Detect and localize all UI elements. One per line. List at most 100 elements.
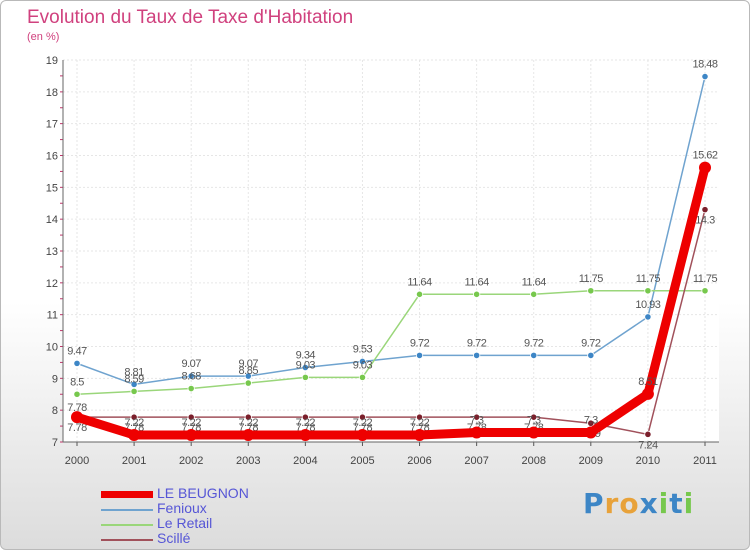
y-tick-label: 18 [46, 87, 58, 99]
legend-swatch-fenioux [101, 509, 153, 511]
data-point-scill- [244, 413, 252, 421]
data-label-fenioux: 9.07 [181, 358, 201, 370]
x-tick-label: 2006 [407, 455, 431, 467]
data-point-le-retail [301, 373, 309, 381]
logo-letter: i [658, 487, 670, 520]
data-label-fenioux: 10.93 [635, 299, 660, 311]
x-tick-label: 2011 [693, 455, 717, 467]
data-label-le-beugnon: 15.62 [692, 150, 717, 162]
data-label-fenioux: 9.47 [67, 345, 87, 357]
data-point-scill- [587, 419, 595, 427]
data-label-le-retail: 11.75 [636, 273, 661, 285]
data-label-le-retail: 11.64 [407, 276, 432, 288]
data-label-le-beugnon: 7.78 [67, 402, 87, 414]
data-label-le-beugnon: 7.3 [527, 414, 541, 426]
data-point-le-beugnon [470, 426, 483, 439]
legend-label-scille: Scillé [157, 530, 191, 546]
data-point-scill- [415, 413, 424, 421]
data-point-le-beugnon [527, 426, 540, 439]
data-label-scill-: 7.78 [67, 422, 87, 434]
x-tick-label: 2001 [122, 455, 146, 467]
y-tick-label: 10 [46, 342, 58, 354]
data-label-le-retail: 8.59 [124, 373, 144, 385]
x-tick-label: 2009 [579, 455, 603, 467]
data-point-scill- [358, 413, 367, 421]
chart-title: Evolution du Taux de Taxe d'Habitation [27, 7, 354, 28]
data-label-fenioux: 9.34 [296, 350, 316, 362]
data-point-le-beugnon [356, 428, 369, 441]
data-point-le-retail [473, 290, 481, 298]
data-point-le-retail [530, 290, 538, 298]
data-label-le-retail: 9.03 [296, 359, 316, 371]
data-label-le-retail: 11.64 [465, 276, 490, 288]
proxiti-logo: Proxiti [583, 487, 694, 520]
data-label-le-retail: 11.75 [693, 273, 718, 285]
logo-letter: P [583, 487, 605, 520]
data-point-scill- [701, 206, 709, 214]
x-tick-label: 2008 [521, 455, 545, 467]
y-tick-label: 14 [46, 214, 58, 226]
y-tick-label: 9 [52, 373, 58, 385]
x-tick-label: 2010 [636, 455, 660, 467]
y-tick-label: 17 [46, 119, 58, 131]
data-point-scill- [187, 413, 195, 421]
legend-swatch-le-retail [101, 524, 153, 526]
series-line-fenioux [76, 75, 706, 386]
legend-label-le-beugnon: LE BEUGNON [157, 485, 249, 501]
data-label-le-retail: 9.03 [353, 359, 373, 371]
y-tick-label: 8 [52, 405, 58, 417]
y-tick-label: 15 [46, 182, 58, 194]
data-point-le-beugnon [413, 428, 426, 441]
logo-letter: t [669, 487, 684, 520]
legend-swatch-le-beugnon [101, 491, 153, 498]
data-label-le-beugnon: 7.3 [584, 414, 598, 426]
data-label-le-beugnon: 7.22 [124, 417, 144, 429]
data-point-le-beugnon [699, 161, 711, 174]
data-point-le-beugnon [299, 428, 312, 441]
x-tick-label: 2007 [464, 455, 488, 467]
legend-label-fenioux: Fenioux [157, 500, 207, 516]
data-label-fenioux: 9.72 [467, 337, 487, 349]
logo-letter: r [604, 487, 620, 520]
data-point-fenioux [358, 357, 367, 366]
data-point-le-beugnon [128, 428, 141, 441]
x-tick-label: 2000 [65, 455, 89, 467]
legend-swatch-scille [101, 539, 153, 541]
data-label-fenioux: 9.72 [524, 337, 544, 349]
data-point-fenioux [73, 359, 81, 367]
logo-letter: o [619, 487, 640, 520]
data-point-le-retail [244, 379, 252, 387]
data-point-le-retail [130, 387, 138, 395]
data-point-le-beugnon [584, 426, 597, 439]
data-label-fenioux: 9.72 [410, 337, 430, 349]
data-label-fenioux: 9.07 [239, 358, 259, 370]
data-point-scill- [473, 413, 481, 421]
data-label-le-beugnon: 7.22 [296, 417, 316, 429]
data-label-le-beugnon: 7.22 [353, 417, 373, 429]
chart-subtitle: (en %) [27, 31, 60, 43]
y-tick-label: 13 [46, 246, 58, 258]
data-label-le-beugnon: 8.51 [638, 376, 658, 388]
data-label-fenioux: 9.53 [353, 343, 373, 355]
data-point-le-retail [415, 290, 424, 298]
data-label-le-beugnon: 7.22 [181, 417, 201, 429]
data-label-le-retail: 11.64 [522, 276, 547, 288]
y-tick-label: 12 [46, 278, 58, 290]
data-point-le-beugnon [242, 428, 255, 441]
data-point-scill- [130, 413, 138, 421]
y-tick-label: 11 [47, 310, 58, 322]
data-point-fenioux [130, 380, 138, 388]
data-label-fenioux: 8.81 [124, 366, 144, 378]
data-point-fenioux [244, 372, 252, 380]
data-label-le-retail: 8.85 [239, 365, 259, 377]
data-point-le-retail [73, 390, 81, 398]
data-label-le-beugnon: 7.22 [410, 417, 430, 429]
logo-letter: i [683, 487, 695, 520]
data-point-scill- [530, 413, 538, 421]
data-point-fenioux [701, 72, 709, 81]
series-line-le-retail [76, 290, 706, 395]
data-point-le-beugnon [641, 387, 654, 400]
data-point-fenioux [587, 351, 595, 360]
data-point-le-retail [187, 384, 195, 393]
